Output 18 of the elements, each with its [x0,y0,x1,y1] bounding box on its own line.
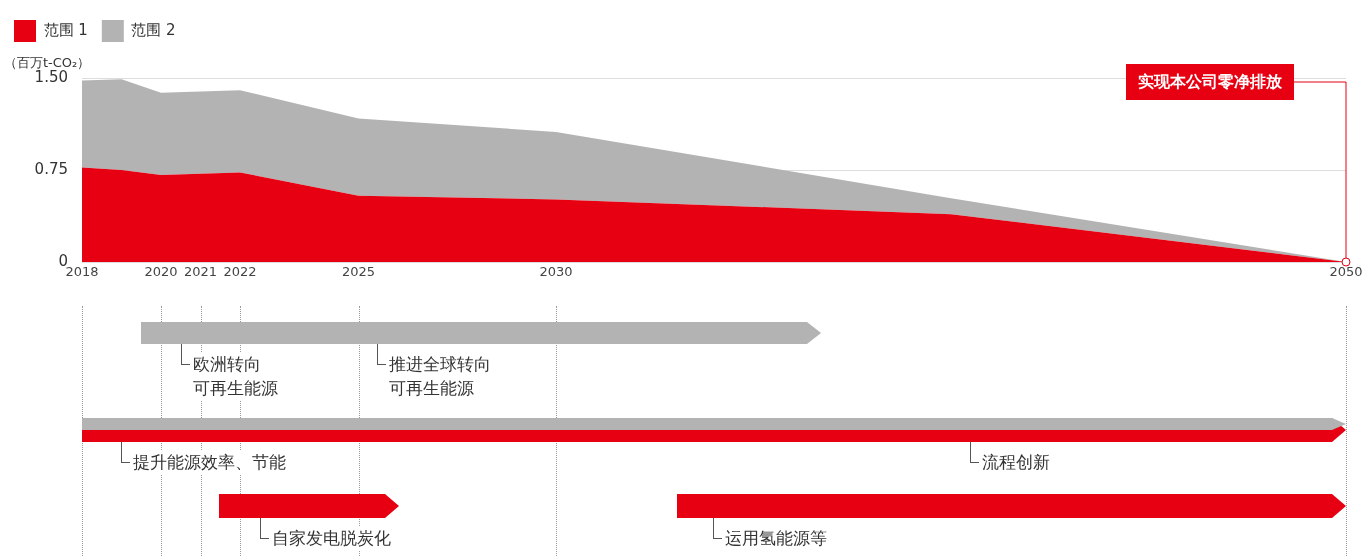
x-tick-label: 2050 [1329,264,1363,280]
annotation: 实现本公司零净排放 [1138,72,1283,92]
x-tick-label: 2020 [144,264,178,280]
x-tick-label: 2030 [539,264,573,280]
text: 推进全球转向可再生能源 [389,354,491,398]
text: 流程创新 [982,452,1050,472]
x-tick-label: 2018 [65,264,99,280]
text: 欧洲转向可再生能源 [193,354,278,398]
text: 提升能源效率、节能 [133,452,286,472]
y-axis-title: （百万t-CO₂） [4,54,91,70]
legend-label: 范围 1 [43,20,88,39]
x-tick-label: 2022 [223,264,257,280]
x-tick-label: 2021 [183,264,218,280]
y-tick-label: 0.75 [34,159,68,178]
text: 自家发电脱炭化 [272,528,391,548]
text: 运用氢能源等 [725,528,827,548]
legend-label: 范围 2 [131,20,176,39]
x-tick-label: 2025 [341,264,376,280]
